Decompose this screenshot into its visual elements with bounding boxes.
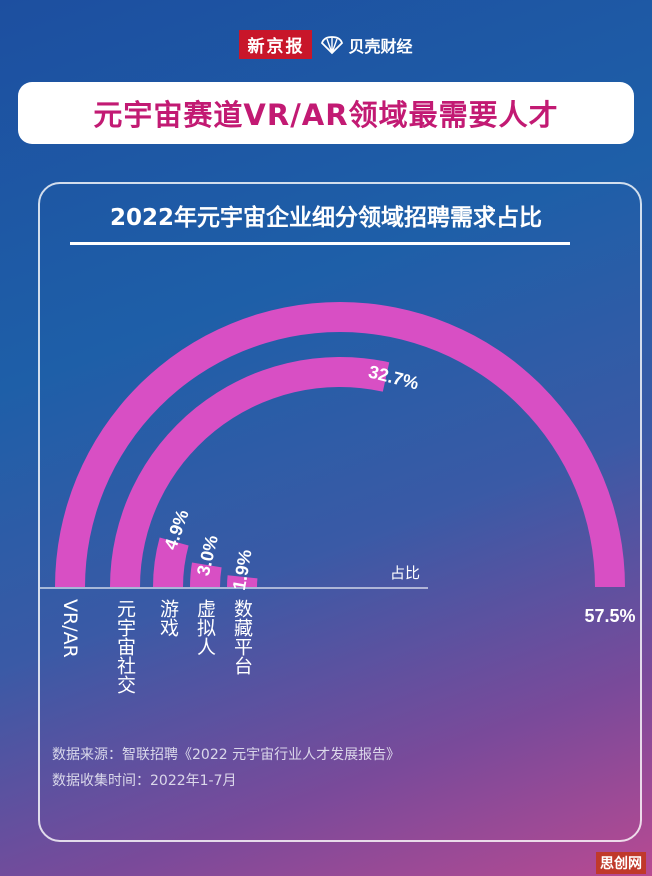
category-label-2: 元宇宙社交 bbox=[114, 599, 136, 694]
bar-arc-4 bbox=[190, 562, 222, 587]
brand-logo-xinjingbao: 新京报 bbox=[239, 30, 313, 59]
brand-bar: 新京报 贝壳财经 bbox=[0, 30, 652, 59]
category-label-5: 数藏平台 bbox=[231, 599, 253, 675]
bar-arc-5 bbox=[227, 575, 258, 587]
category-label-1: VR/AR bbox=[59, 599, 81, 658]
value-label-1: 57.5% bbox=[584, 606, 635, 626]
watermark: 思创网 bbox=[596, 852, 646, 874]
shell-icon bbox=[321, 35, 344, 54]
category-label-3: 游戏 bbox=[157, 599, 179, 637]
brand-name-beike: 贝壳财经 bbox=[348, 36, 413, 56]
bar-arc-2 bbox=[110, 357, 390, 587]
source-line: 数据来源：智联招聘《2022 元宇宙行业人才发展报告》 bbox=[52, 747, 401, 763]
axis-label: 占比 bbox=[390, 564, 420, 582]
title-underline bbox=[70, 242, 570, 245]
bar-arc-1 bbox=[55, 302, 625, 587]
bar-arc-3 bbox=[153, 537, 189, 587]
category-label-4: 虚拟人 bbox=[194, 599, 216, 656]
headline: 元宇宙赛道VR/AR领域最需要人才 bbox=[93, 98, 559, 132]
chart-title: 2022年元宇宙企业细分领域招聘需求占比 bbox=[109, 205, 542, 231]
headline-box: 元宇宙赛道VR/AR领域最需要人才 bbox=[18, 82, 634, 144]
chart-panel bbox=[38, 182, 642, 842]
brand-logo-beike: 贝壳财经 bbox=[320, 33, 413, 57]
collection-period: 数据收集时间：2022年1-7月 bbox=[52, 773, 237, 789]
